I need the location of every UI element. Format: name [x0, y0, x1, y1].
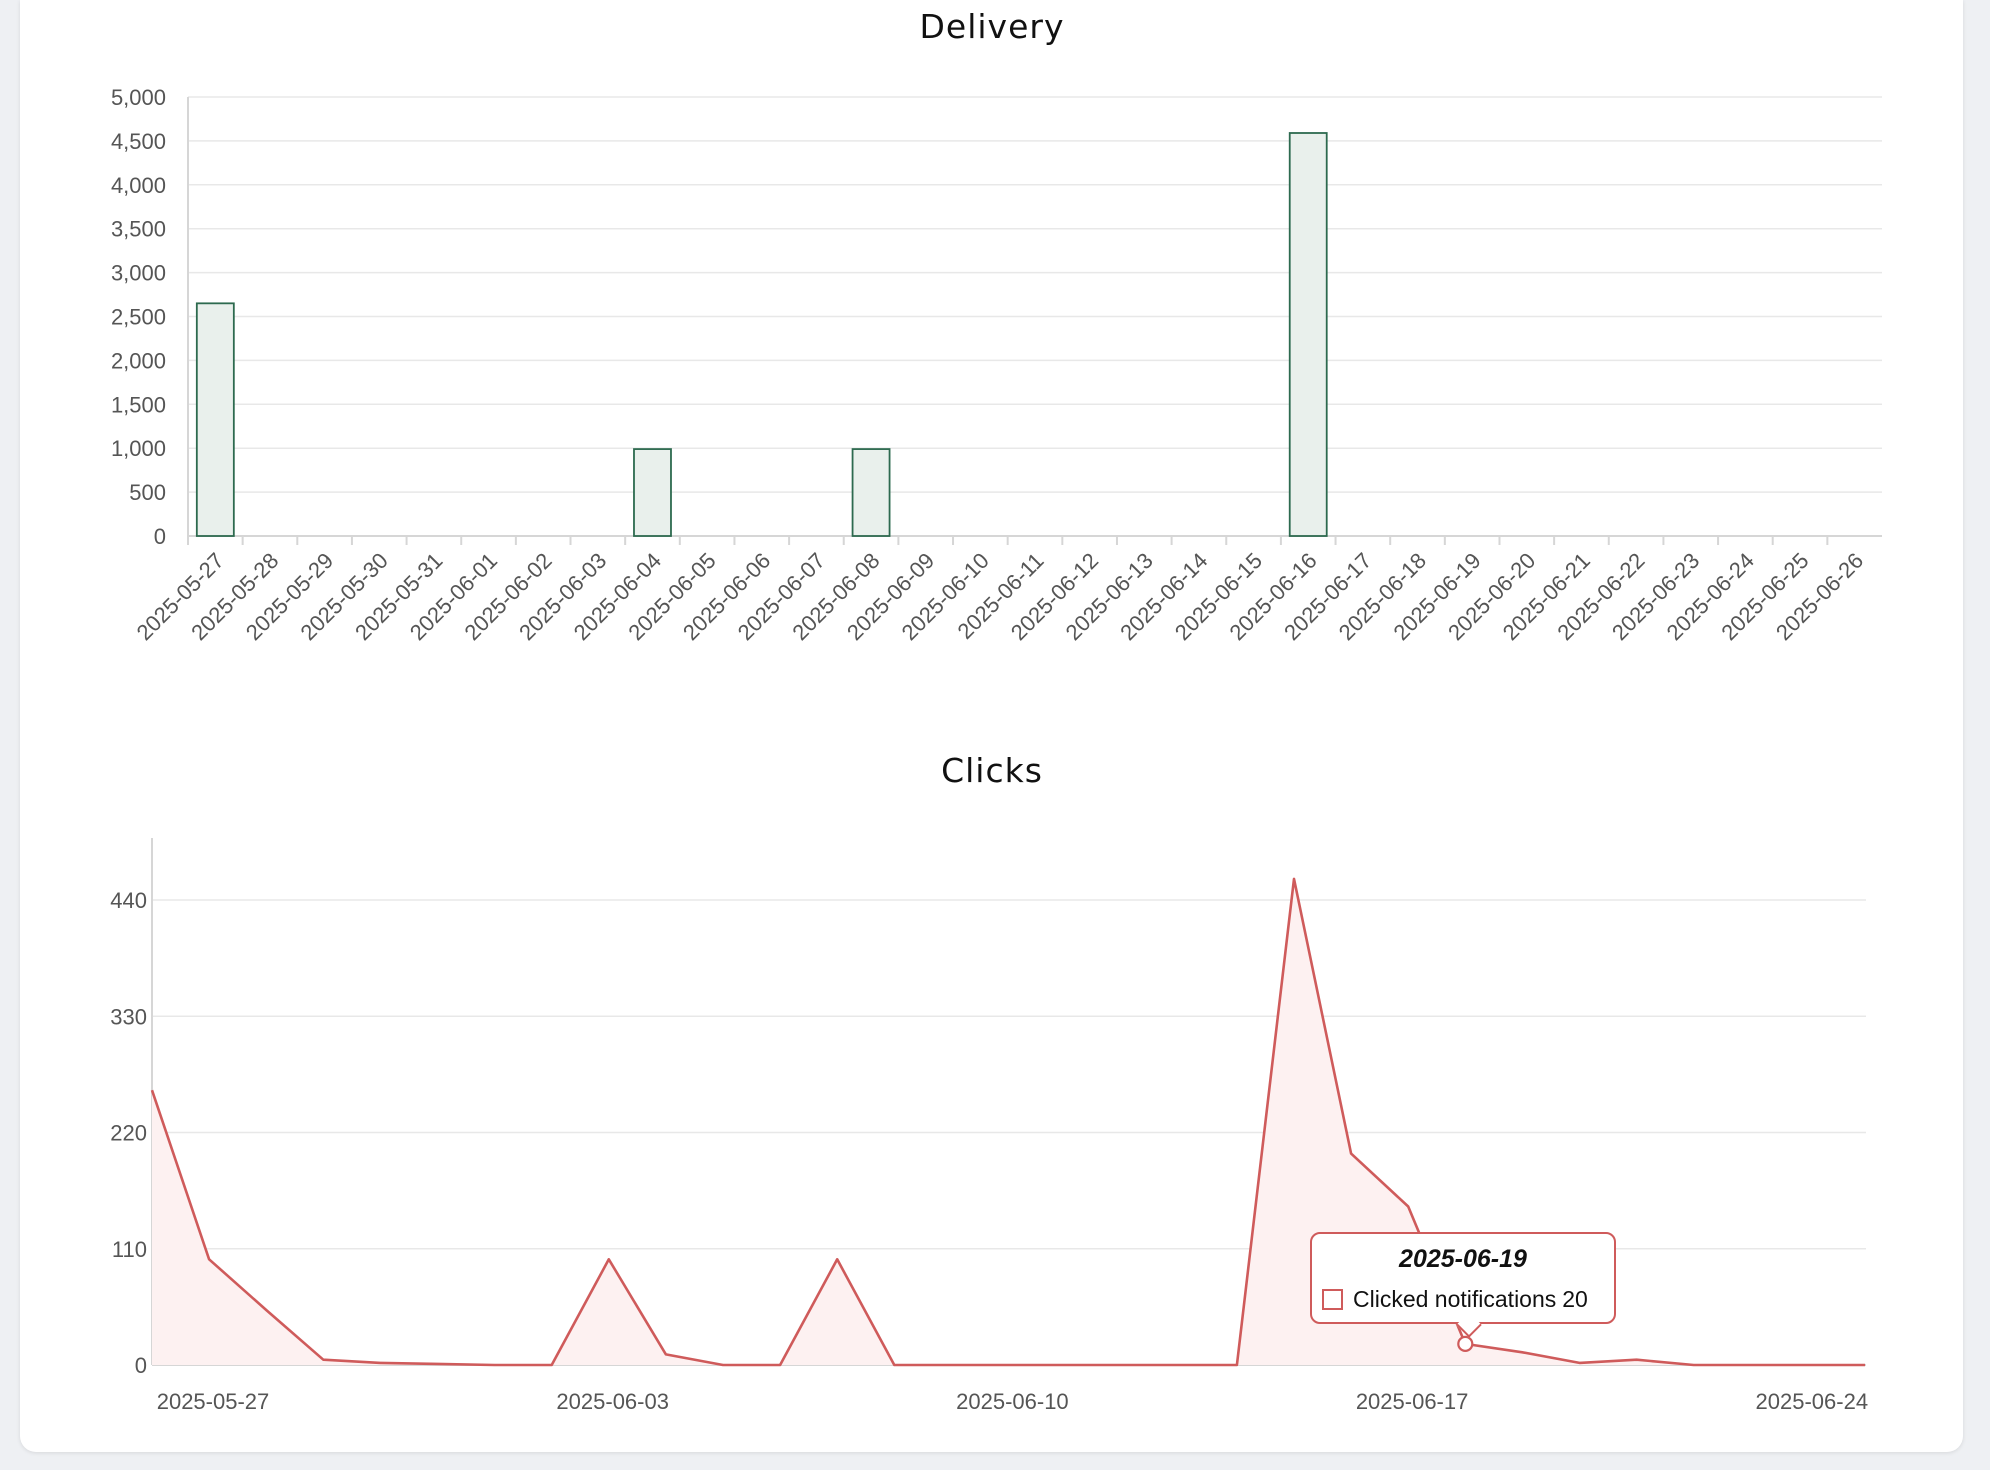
tooltip-series-swatch	[1322, 1289, 1343, 1310]
clicks-x-tick-label: 2025-06-24	[1756, 1389, 1869, 1414]
delivery-gridlines	[187, 96, 1882, 537]
delivery-y-tick-label: 500	[129, 480, 166, 505]
delivery-y-tick-label: 3,000	[111, 261, 166, 286]
tooltip-row: Clicked notifications 20	[1322, 1286, 1588, 1313]
clicks-chart-title: Clicks	[941, 751, 1043, 790]
delivery-y-tick-label: 5,000	[111, 85, 166, 110]
clicks-series	[150, 877, 1865, 1367]
delivery-bars	[195, 132, 1328, 537]
chart-panel	[20, 0, 1963, 1452]
clicks-x-tick-label: 2025-06-10	[956, 1389, 1069, 1414]
delivery-y-tick-label: 4,500	[111, 129, 166, 154]
tooltip-series-label: Clicked notifications	[1353, 1286, 1557, 1312]
clicks-chart: Clicks 0 110 220 330 440 2025-05-27 2025-06-0…	[110, 751, 1868, 1414]
delivery-y-tick-label: 4,000	[111, 173, 166, 198]
clicks-y-tick-label: 330	[110, 1004, 147, 1029]
delivery-bar	[1288, 132, 1328, 537]
delivery-y-tick-label: 0	[154, 524, 166, 549]
delivery-bar	[633, 448, 672, 537]
delivery-y-tick-label: 2,000	[111, 348, 166, 373]
clicks-x-tick-label: 2025-06-03	[556, 1389, 669, 1414]
clicks-x-tick-label: 2025-06-17	[1356, 1389, 1469, 1414]
clicks-y-axis: 0 110 220 330 440	[110, 888, 147, 1378]
clicks-x-tick-label: 2025-05-27	[157, 1389, 270, 1414]
clicks-highlight-point	[1457, 1335, 1474, 1352]
delivery-y-tick-label: 1,000	[111, 436, 166, 461]
delivery-y-tick-label: 2,500	[111, 305, 166, 330]
delivery-bar	[195, 302, 235, 537]
delivery-x-axis: 2025-05-272025-05-282025-05-292025-05-30…	[132, 536, 1868, 645]
delivery-chart-title: Delivery	[920, 7, 1065, 46]
delivery-y-tick-label: 3,500	[111, 217, 166, 242]
tooltip-series-value: 20	[1562, 1286, 1588, 1312]
delivery-bar	[851, 448, 891, 537]
clicks-y-tick-label: 110	[112, 1237, 147, 1262]
clicks-line	[150, 877, 1865, 1367]
delivery-y-axis: 0 500 1,000 1,500 2,000 2,500 3,000 3,500 4,000 4…	[111, 85, 166, 549]
delivery-chart: Delivery 0 500 1,000 1,500 2,000 2,500 3,000 3,…	[111, 7, 1882, 645]
clicks-y-tick-label: 220	[110, 1121, 147, 1146]
delivery-y-tick-label: 1,500	[111, 392, 166, 417]
tooltip-date: 2025-06-19	[1399, 1245, 1527, 1273]
clicks-x-axis: 2025-05-27 2025-06-03 2025-06-10 2025-06-17…	[157, 1389, 1868, 1414]
clicks-tooltip: 2025-06-19 Clicked notifications 20	[1310, 1232, 1616, 1324]
clicks-y-tick-label: 440	[110, 888, 147, 913]
clicks-y-tick-label: 0	[135, 1353, 147, 1378]
